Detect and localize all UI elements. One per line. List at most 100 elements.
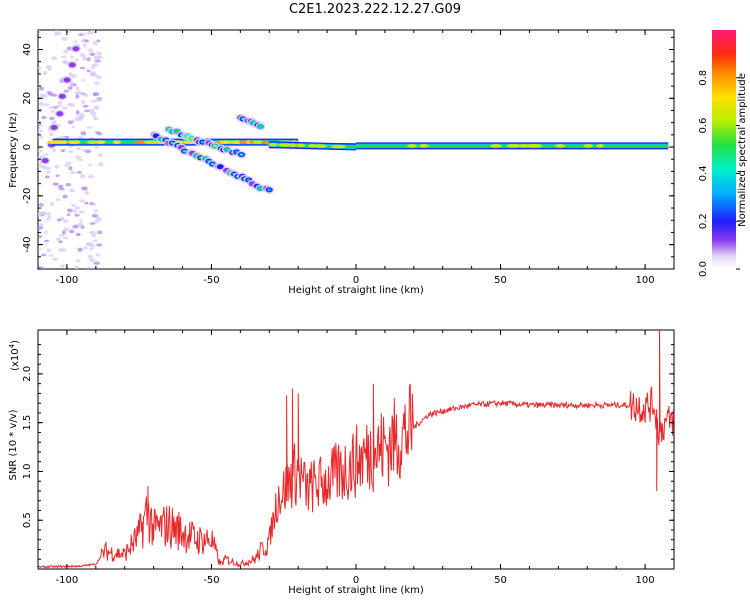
x-tick-label: 50 <box>494 275 507 286</box>
spectral-speckle <box>98 153 103 157</box>
spectral-speckle <box>38 211 43 216</box>
y-tick-label: 1.0 <box>22 463 33 479</box>
spectral-speckle <box>38 266 45 269</box>
spectral-speckle <box>96 75 103 80</box>
spectral-speckle <box>68 166 73 171</box>
spectral-speckle <box>50 110 56 113</box>
spectral-speckle <box>96 54 103 60</box>
spectral-speckle <box>76 118 83 122</box>
spectral-speckle <box>66 213 71 217</box>
spectral-speckle <box>51 120 57 125</box>
spectral-speckle <box>79 66 86 70</box>
svg-text:(x104): (x104) <box>8 340 21 371</box>
spectral-speckle <box>80 54 87 59</box>
spectral-speckle <box>55 174 60 177</box>
spectral-speckle <box>57 100 63 105</box>
spectral-speckle <box>76 171 83 174</box>
spectral-speckle <box>38 135 44 139</box>
y-tick-label: 1.5 <box>22 415 33 431</box>
spectral-blob-core <box>174 129 179 133</box>
spectral-speckle <box>65 161 72 166</box>
colorbar-tick-label: 0.2 <box>698 213 709 229</box>
spectral-blob-core <box>239 153 244 157</box>
spectral-hotspot <box>419 144 429 148</box>
spectral-speckle <box>71 125 76 129</box>
spectral-speckle <box>97 230 103 235</box>
spectral-hotspot <box>288 143 297 148</box>
spectral-speckle <box>93 63 99 67</box>
spectral-blob <box>216 164 224 170</box>
spectral-hotspot <box>262 140 270 144</box>
spectral-hotspot <box>334 144 346 149</box>
spectral-speckle <box>84 201 89 205</box>
spectral-speckle <box>74 265 80 269</box>
spectral-speckle <box>47 215 52 219</box>
spectral-speckle <box>89 222 96 225</box>
spectral-speckle <box>52 182 59 186</box>
spectrogram-axes: -100 -50 0 50 100 -40 -20 0 20 40 <box>22 30 675 286</box>
spectral-hotspot <box>252 140 264 144</box>
spectral-speckle <box>92 116 99 121</box>
spectral-blob-core <box>267 188 272 192</box>
spectral-speckle <box>87 254 93 259</box>
spectral-hotspot <box>583 144 594 148</box>
spectrogram-image <box>38 30 669 269</box>
spectral-speckle <box>38 164 44 168</box>
spectral-speckle <box>55 237 61 241</box>
spectral-speckle <box>93 105 100 110</box>
spectral-speckle <box>41 115 47 120</box>
spectral-speckle <box>61 55 67 59</box>
spectral-speckle <box>74 206 81 210</box>
spectral-speckle <box>92 41 98 46</box>
spectral-speckle <box>38 123 42 126</box>
spectral-hotspot <box>268 142 278 147</box>
spectral-speckle <box>95 216 103 222</box>
spectral-speckle <box>86 57 91 62</box>
spectral-speckle <box>68 103 76 107</box>
spectral-speckle <box>44 239 50 243</box>
spectral-speckle <box>70 170 76 175</box>
spectral-speckle <box>58 184 63 189</box>
spectral-speckle <box>38 248 42 251</box>
spectral-speckle <box>63 227 70 232</box>
spectral-speckle <box>41 94 48 98</box>
spectral-speckle <box>72 209 78 214</box>
spectral-hotspot <box>86 140 100 144</box>
spectral-speckle <box>38 223 44 227</box>
spectral-speckle <box>90 100 97 103</box>
spectral-speckle <box>54 30 59 33</box>
spectral-speckle <box>91 213 98 218</box>
x-tick-label: 0 <box>353 575 359 586</box>
spectral-speckle <box>81 100 85 105</box>
y-tick-label: -40 <box>22 236 33 252</box>
spectral-speckle <box>77 158 83 162</box>
spectral-speckle <box>53 32 59 36</box>
colorbar-tick-label: 0.4 <box>698 165 709 181</box>
spectral-speckle <box>72 40 78 43</box>
colorbar-tick-label: 0.6 <box>698 118 709 134</box>
spectral-speckle <box>86 126 93 129</box>
spectral-speckle <box>65 183 72 187</box>
spectral-speckle <box>39 86 44 91</box>
snr-axes: -100 -50 0 50 100 0.5 1.0 1.5 2.0 <box>22 330 675 586</box>
spectral-speckle <box>48 254 54 257</box>
x-tick-label: -100 <box>56 575 79 586</box>
spectral-speckle <box>78 210 85 214</box>
spectral-speckle <box>69 229 75 234</box>
spectral-speckle <box>82 57 87 61</box>
spectral-speckle <box>79 219 83 223</box>
spectral-hotspot <box>512 144 520 148</box>
spectral-blob-core <box>258 125 263 128</box>
spectral-speckle <box>56 198 61 202</box>
spectral-speckle <box>89 202 94 205</box>
spectral-hotspot <box>61 140 68 144</box>
spectral-speckle <box>82 104 89 108</box>
spectral-speckle <box>88 108 95 112</box>
spectral-speckle <box>79 199 85 203</box>
spectral-speckle <box>68 188 75 193</box>
snr-scale-close: ) <box>10 340 21 344</box>
spectral-speckle <box>92 92 97 97</box>
spectral-speckle <box>93 261 100 265</box>
spectral-speckle <box>81 186 88 189</box>
spectral-blob <box>72 46 80 52</box>
